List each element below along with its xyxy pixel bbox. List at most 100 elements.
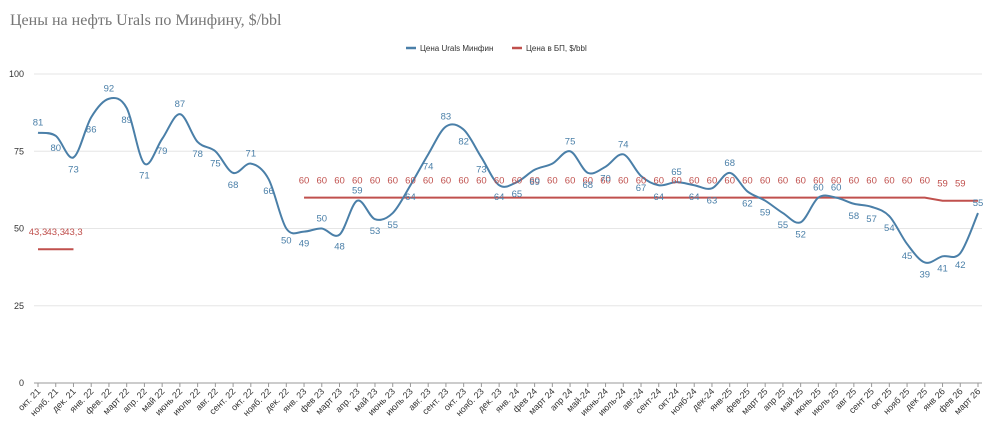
- chart-title: Цены на нефть Urals по Минфину, $/bbl: [10, 12, 282, 29]
- data-label-urals: 45: [902, 251, 913, 262]
- data-label-urals: 59: [760, 208, 771, 219]
- data-label-budget: 60: [600, 176, 611, 187]
- data-label-urals: 49: [299, 239, 310, 250]
- data-label-urals: 62: [742, 198, 753, 209]
- data-label-urals: 71: [139, 171, 150, 182]
- data-label-budget: 60: [299, 176, 310, 187]
- data-label-urals: 65: [512, 189, 523, 200]
- data-label-budget: 60: [795, 176, 806, 187]
- data-label-budget: 60: [316, 176, 327, 187]
- data-label-budget: 60: [334, 176, 345, 187]
- data-label-urals: 42: [955, 260, 966, 271]
- data-label-urals: 41: [937, 263, 948, 274]
- data-label-budget: 60: [671, 176, 682, 187]
- data-label-budget: 60: [423, 176, 434, 187]
- data-label-budget: 60: [512, 176, 523, 187]
- data-label-urals: 78: [192, 149, 203, 160]
- data-label-budget: 60: [441, 176, 452, 187]
- data-label-urals: 87: [175, 99, 186, 110]
- data-label-urals: 59: [352, 186, 363, 197]
- data-label-urals: 68: [724, 158, 735, 169]
- data-label-urals: 50: [316, 214, 327, 225]
- data-label-budget: 60: [387, 176, 398, 187]
- data-label-budget: 60: [849, 176, 860, 187]
- data-label-urals: 73: [476, 164, 487, 175]
- y-tick-label: 0: [19, 378, 24, 388]
- data-label-urals: 68: [228, 180, 239, 191]
- data-label-budget: 60: [760, 176, 771, 187]
- data-label-urals: 55: [973, 198, 984, 209]
- legend-label: Цена в БП, $/bbl: [526, 44, 587, 53]
- data-label-budget: 60: [653, 176, 664, 187]
- series-line-budget: [304, 196, 978, 202]
- data-label-budget: 60: [884, 176, 895, 187]
- series-lines: [37, 96, 979, 264]
- data-label-budget: 60: [707, 176, 718, 187]
- data-label-budget: 43,3: [46, 227, 65, 238]
- data-label-budget: 60: [618, 176, 629, 187]
- data-label-urals: 70: [600, 174, 611, 185]
- legend: Цена Urals Минфин Цена в БП, $/bbl: [406, 44, 587, 53]
- data-label-budget: 60: [920, 176, 931, 187]
- y-tick-label: 100: [9, 69, 24, 79]
- data-label-urals: 64: [689, 192, 700, 203]
- data-label-urals: 60: [831, 183, 842, 194]
- data-label-budget: 60: [458, 176, 469, 187]
- data-label-urals: 64: [405, 192, 416, 203]
- data-label-urals: 60: [813, 183, 824, 194]
- data-label-urals: 73: [68, 164, 79, 175]
- data-label-urals: 64: [653, 192, 664, 203]
- data-label-budget: 60: [565, 176, 576, 187]
- data-label-budget: 60: [742, 176, 753, 187]
- data-label-budget: 43,3: [64, 227, 83, 238]
- data-label-budget: 59: [937, 179, 948, 190]
- data-label-budget: 60: [724, 176, 735, 187]
- data-label-budget: 60: [689, 176, 700, 187]
- data-label-budget: 60: [494, 176, 505, 187]
- data-label-urals: 92: [104, 84, 115, 95]
- data-label-urals: 39: [920, 269, 931, 280]
- data-label-budget: 60: [583, 176, 594, 187]
- data-label-urals: 52: [795, 229, 806, 240]
- data-label-urals: 64: [494, 192, 505, 203]
- data-label-budget: 60: [547, 176, 558, 187]
- data-label-urals: 55: [778, 220, 789, 231]
- data-label-budget: 43,3: [29, 227, 48, 238]
- grid-lines: [34, 73, 982, 384]
- data-label-budget: 60: [636, 176, 647, 187]
- legend-label: Цена Urals Минфин: [420, 44, 493, 53]
- data-label-urals: 86: [86, 124, 97, 135]
- data-label-urals: 63: [707, 195, 718, 206]
- data-label-urals: 83: [441, 112, 452, 123]
- data-label-urals: 53: [370, 226, 381, 237]
- data-label-urals: 68: [583, 180, 594, 191]
- y-tick-label: 50: [14, 224, 24, 234]
- data-label-urals: 82: [458, 137, 469, 148]
- data-label-budget: 60: [370, 176, 381, 187]
- data-label-urals: 65: [671, 167, 682, 178]
- data-label-urals: 81: [33, 118, 44, 129]
- data-label-budget: 60: [529, 176, 540, 187]
- data-label-urals: 69: [529, 177, 540, 188]
- data-label-budget: 60: [866, 176, 877, 187]
- data-label-budget: 60: [902, 176, 913, 187]
- data-label-urals: 75: [210, 158, 221, 169]
- data-label-urals: 74: [618, 139, 629, 150]
- data-label-budget: 60: [778, 176, 789, 187]
- series-line-urals: [37, 96, 979, 264]
- data-label-budget: 60: [352, 176, 363, 187]
- data-label-budget: 59: [955, 179, 966, 190]
- data-labels: 43,3 43,3 43,360 60 60 60 60 60 60 60 60 60 60 60 60 60…: [29, 84, 984, 281]
- data-label-urals: 48: [334, 242, 345, 253]
- data-label-urals: 80: [50, 143, 61, 154]
- data-label-budget: 60: [813, 176, 824, 187]
- data-label-budget: 60: [831, 176, 842, 187]
- data-label-urals: 79: [157, 146, 168, 157]
- data-label-urals: 66: [263, 186, 274, 197]
- data-label-urals: 50: [281, 236, 292, 247]
- data-label-urals: 58: [849, 211, 860, 222]
- data-label-urals: 71: [246, 149, 257, 160]
- data-label-urals: 89: [121, 115, 132, 126]
- data-label-urals: 67: [636, 183, 647, 194]
